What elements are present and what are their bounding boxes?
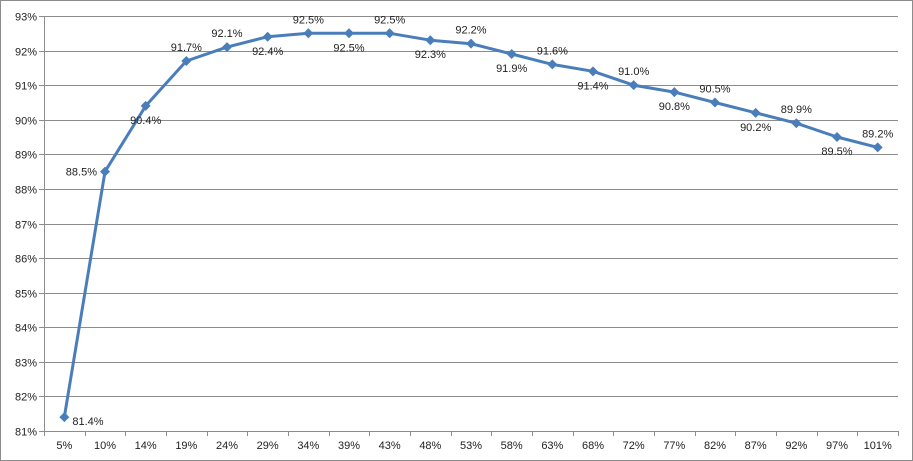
data-point-marker <box>669 87 680 98</box>
x-tick-label: 10% <box>94 440 116 452</box>
data-point-marker <box>140 100 151 111</box>
data-point-marker <box>59 412 70 423</box>
series-line <box>62 31 880 419</box>
y-tick-label: 87% <box>15 220 37 232</box>
data-label: 92.4% <box>252 46 283 58</box>
data-point-marker <box>506 49 517 60</box>
data-label: 91.6% <box>537 45 568 57</box>
data-point-marker <box>100 166 110 177</box>
data-label: 92.2% <box>455 25 486 37</box>
data-label: 92.1% <box>211 28 242 40</box>
x-tick-label: 24% <box>216 440 238 452</box>
data-point-marker <box>872 142 883 153</box>
data-point-marker <box>832 132 842 143</box>
x-tick-label: 101% <box>864 440 892 452</box>
data-label: 89.5% <box>821 146 852 158</box>
data-label: 92.5% <box>333 42 364 54</box>
x-tick-label: 43% <box>379 440 401 452</box>
x-tick-label: 68% <box>582 440 604 452</box>
x-tick-label: 97% <box>826 440 848 452</box>
data-label: 91.9% <box>496 63 527 75</box>
series-line-path <box>62 31 880 419</box>
y-tick-label: 86% <box>15 254 37 266</box>
x-tick-label: 39% <box>338 440 360 452</box>
x-tick-label: 63% <box>541 440 563 452</box>
x-tick-label: 19% <box>175 440 197 452</box>
series-markers <box>59 28 883 423</box>
x-tick-label: 5% <box>56 440 72 452</box>
data-label: 89.9% <box>781 104 812 116</box>
y-axis-tick-labels: 81% 82% 83% 84% 85% 86% 87% 88% 89% 90% 91% 92% 93% <box>15 12 37 439</box>
data-point-marker <box>262 31 273 42</box>
x-tick-label: 87% <box>745 440 767 452</box>
data-label: 91.4% <box>577 80 608 92</box>
data-label: 91.7% <box>171 42 202 54</box>
data-point-marker <box>588 66 598 77</box>
data-point-marker <box>425 35 436 46</box>
y-tick-label: 83% <box>15 358 37 370</box>
data-point-marker <box>344 28 354 39</box>
x-tick-label: 53% <box>460 440 482 452</box>
data-point-marker <box>628 80 639 91</box>
data-point-marker <box>750 107 761 118</box>
x-tick-label: 58% <box>501 440 523 452</box>
x-tick-label: 48% <box>419 440 441 452</box>
y-tick-label: 91% <box>15 81 37 93</box>
data-point-marker <box>222 42 232 53</box>
y-tick-label: 92% <box>15 47 37 59</box>
data-point-marker <box>547 59 558 70</box>
data-label: 92.5% <box>293 14 324 26</box>
data-label: 90.4% <box>130 115 161 127</box>
x-tick-label: 72% <box>623 440 645 452</box>
y-tick-label: 88% <box>15 185 37 197</box>
data-label: 81.4% <box>72 416 103 428</box>
data-label: 90.5% <box>699 83 730 95</box>
y-tick-label: 84% <box>15 323 37 335</box>
data-label: 91.0% <box>618 66 649 78</box>
y-tick-label: 82% <box>15 392 37 404</box>
x-tick-label: 29% <box>257 440 279 452</box>
data-label: 90.8% <box>659 101 690 113</box>
data-point-marker <box>303 28 314 39</box>
data-label: 89.2% <box>862 128 893 140</box>
gridlines <box>44 16 898 432</box>
y-tick-label: 93% <box>15 12 37 24</box>
data-point-marker <box>710 97 720 108</box>
data-labels: 81.4% 88.5% 90.4% 91.7% 92.1% 92.4% 92.5% 92.5%… <box>66 14 894 428</box>
x-tick-label: 77% <box>663 440 685 452</box>
data-point-marker <box>384 28 395 39</box>
x-tick-label: 14% <box>135 440 157 452</box>
data-label: 88.5% <box>66 167 97 179</box>
x-tick-label: 92% <box>785 440 807 452</box>
y-tick-label: 81% <box>15 427 37 439</box>
data-point-marker <box>466 38 476 49</box>
data-label: 92.5% <box>374 14 405 26</box>
data-point-marker <box>181 55 192 66</box>
y-tick-label: 85% <box>15 289 37 301</box>
y-tick-label: 89% <box>15 150 37 162</box>
x-tick-label: 82% <box>704 440 726 452</box>
data-label: 92.3% <box>415 49 446 61</box>
data-label: 90.2% <box>740 122 771 134</box>
x-axis-tick-labels: 5% 10% 14% 19% 24% 29% 34% 39% 43% 48% 53% 58% 63% 68… <box>56 440 892 452</box>
x-tick-label: 34% <box>297 440 319 452</box>
y-tick-label: 90% <box>15 116 37 128</box>
data-point-marker <box>791 118 802 129</box>
axes <box>39 16 899 436</box>
